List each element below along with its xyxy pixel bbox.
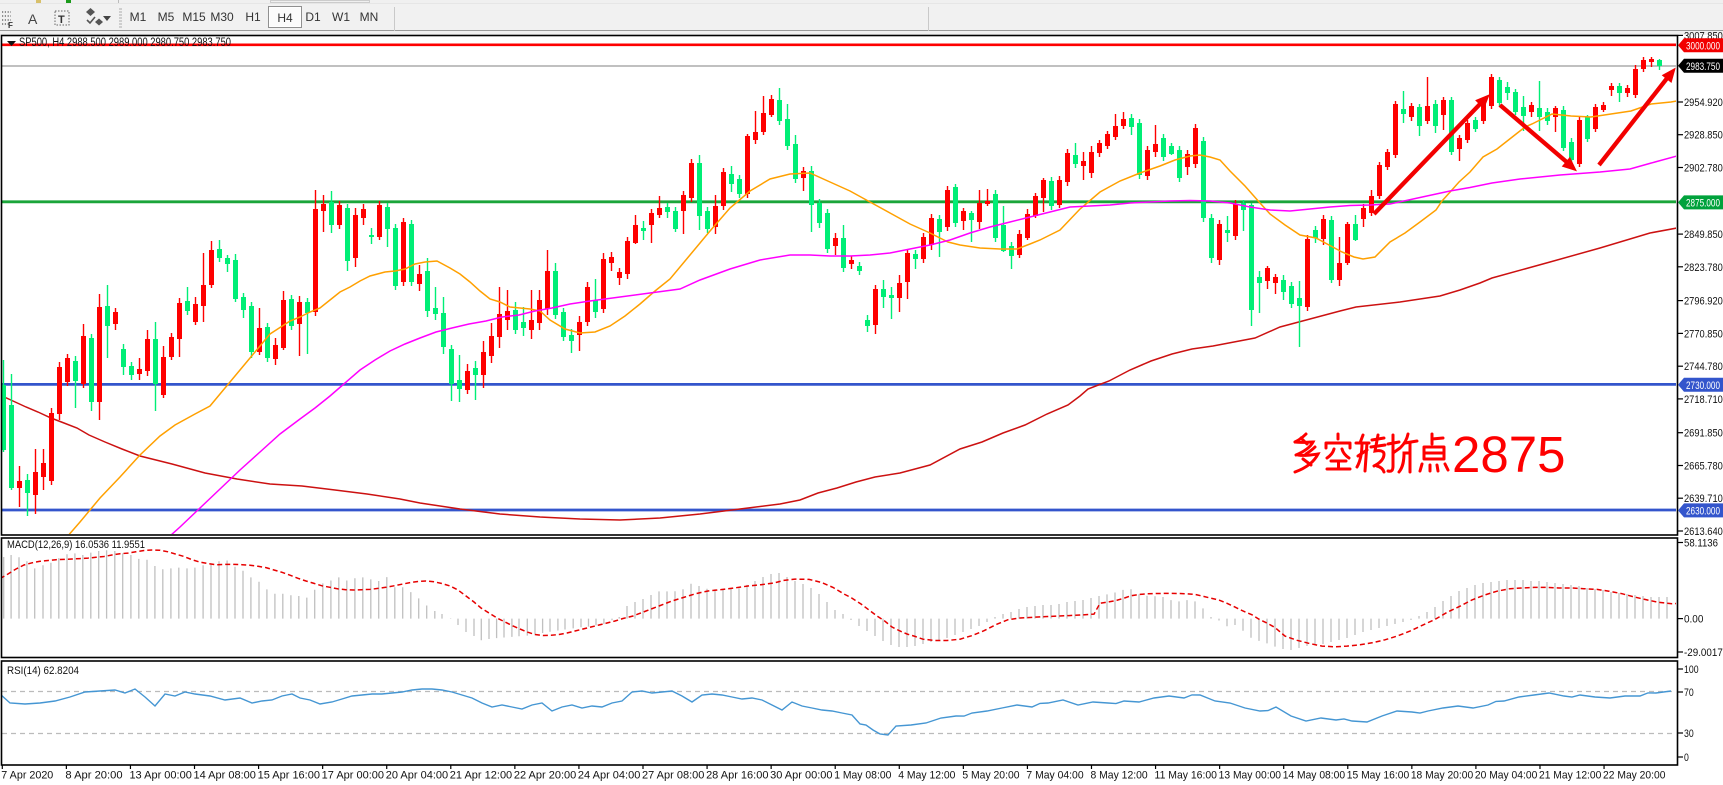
svg-text:22 May 20:00: 22 May 20:00 [1603,770,1665,782]
svg-text:70: 70 [1684,687,1694,699]
svg-text:2875: 2875 [1452,426,1565,483]
svg-text:21 May 12:00: 21 May 12:00 [1539,770,1601,782]
svg-text:2928.850: 2928.850 [1684,130,1723,142]
svg-text:-29.0017: -29.0017 [1684,647,1723,659]
svg-text:24 Apr 04:00: 24 Apr 04:00 [578,770,640,782]
svg-text:15 Apr 16:00: 15 Apr 16:00 [258,770,320,782]
svg-text:100: 100 [1684,664,1699,676]
svg-text:RSI(14) 62.8204: RSI(14) 62.8204 [7,665,79,677]
svg-text:MACD(12,26,9) 16.0536 11.9551: MACD(12,26,9) 16.0536 11.9551 [7,539,145,551]
svg-text:2849.850: 2849.850 [1684,229,1723,241]
svg-text:1 May 08:00: 1 May 08:00 [834,770,891,782]
svg-text:A: A [28,11,38,27]
svg-text:28 Apr 16:00: 28 Apr 16:00 [706,770,768,782]
svg-text:17 Apr 00:00: 17 Apr 00:00 [322,770,384,782]
svg-text:13 Apr 00:00: 13 Apr 00:00 [129,770,191,782]
svg-text:14 May 08:00: 14 May 08:00 [1283,770,1345,782]
svg-text:2744.780: 2744.780 [1684,361,1723,373]
svg-text:2630.000: 2630.000 [1686,506,1720,518]
svg-text:2639.710: 2639.710 [1684,493,1723,505]
svg-text:2902.780: 2902.780 [1684,163,1723,175]
svg-text:7 May 04:00: 7 May 04:00 [1026,770,1083,782]
svg-text:0.00: 0.00 [1684,614,1703,626]
svg-text:2796.920: 2796.920 [1684,296,1723,308]
svg-text:SP500, H4 2988.500 2989.000 29: SP500, H4 2988.500 2989.000 2980.750 298… [19,37,231,49]
svg-text:F: F [8,21,13,30]
svg-text:21 Apr 12:00: 21 Apr 12:00 [450,770,512,782]
svg-text:18 May 20:00: 18 May 20:00 [1411,770,1473,782]
svg-text:20 May 04:00: 20 May 04:00 [1475,770,1537,782]
svg-text:2613.640: 2613.640 [1684,526,1723,538]
svg-text:30: 30 [1684,728,1694,740]
svg-text:27 Apr 08:00: 27 Apr 08:00 [642,770,704,782]
svg-text:2730.000: 2730.000 [1686,380,1720,392]
svg-text:14 Apr 08:00: 14 Apr 08:00 [194,770,256,782]
svg-text:8 Apr 20:00: 8 Apr 20:00 [65,770,122,782]
svg-text:3000.000: 3000.000 [1686,41,1720,53]
svg-text:5 May 20:00: 5 May 20:00 [962,770,1019,782]
svg-text:30 Apr 00:00: 30 Apr 00:00 [770,770,832,782]
svg-text:T: T [58,14,65,26]
svg-text:2954.920: 2954.920 [1684,97,1723,109]
svg-text:58.1136: 58.1136 [1684,538,1718,550]
svg-text:2718.710: 2718.710 [1684,394,1723,406]
svg-text:13 May 00:00: 13 May 00:00 [1219,770,1281,782]
svg-text:2691.850: 2691.850 [1684,428,1723,440]
svg-text:2983.750: 2983.750 [1686,61,1720,73]
svg-text:0: 0 [1684,752,1689,764]
svg-text:11 May 16:00: 11 May 16:00 [1155,770,1217,782]
svg-text:2875.000: 2875.000 [1686,198,1720,210]
svg-text:22 Apr 20:00: 22 Apr 20:00 [514,770,576,782]
svg-text:8 May 12:00: 8 May 12:00 [1090,770,1147,782]
svg-text:2823.780: 2823.780 [1684,262,1723,274]
svg-text:4 May 12:00: 4 May 12:00 [898,770,955,782]
svg-text:2665.780: 2665.780 [1684,461,1723,473]
svg-text:2770.850: 2770.850 [1684,328,1723,340]
svg-text:7 Apr 2020: 7 Apr 2020 [1,770,53,782]
svg-text:20 Apr 04:00: 20 Apr 04:00 [386,770,448,782]
svg-text:15 May 16:00: 15 May 16:00 [1347,770,1409,782]
